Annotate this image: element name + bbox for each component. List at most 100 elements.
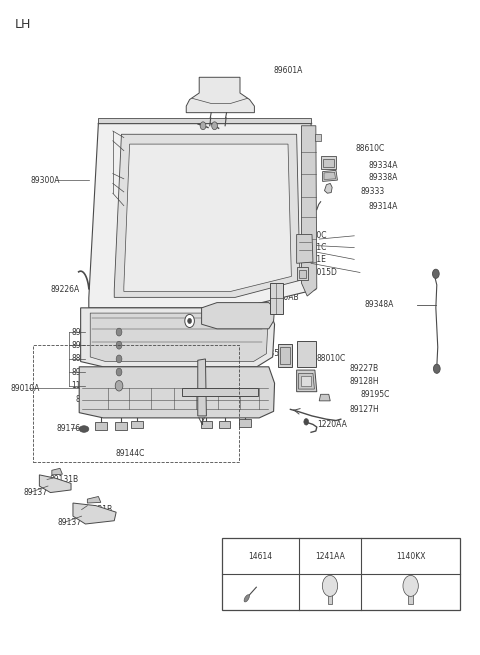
Text: 89227B: 89227B: [349, 364, 379, 373]
Polygon shape: [297, 341, 316, 367]
Polygon shape: [323, 170, 337, 181]
Text: 88610: 88610: [206, 132, 230, 141]
Polygon shape: [239, 419, 251, 427]
Polygon shape: [278, 344, 292, 367]
Text: 1125KH: 1125KH: [71, 381, 101, 390]
Polygon shape: [324, 172, 336, 179]
Text: 89176: 89176: [57, 424, 81, 433]
Circle shape: [115, 381, 123, 391]
Circle shape: [185, 314, 194, 328]
Polygon shape: [301, 376, 311, 386]
Text: 89145D: 89145D: [126, 133, 156, 142]
Polygon shape: [52, 468, 62, 475]
Polygon shape: [131, 421, 143, 428]
Polygon shape: [299, 373, 314, 389]
Circle shape: [116, 368, 122, 376]
Text: 89128H: 89128H: [349, 377, 379, 386]
Polygon shape: [186, 77, 254, 113]
Polygon shape: [73, 503, 116, 524]
Polygon shape: [98, 118, 311, 123]
Text: LH: LH: [14, 18, 31, 31]
Circle shape: [304, 419, 309, 425]
Text: 89110E: 89110E: [71, 367, 100, 377]
Text: 89340C: 89340C: [126, 201, 156, 210]
Circle shape: [116, 328, 122, 336]
Ellipse shape: [244, 595, 250, 602]
Text: 89301C: 89301C: [126, 174, 156, 183]
Polygon shape: [198, 359, 206, 416]
Text: 89348A: 89348A: [365, 300, 394, 309]
Circle shape: [116, 341, 122, 349]
Text: 89144C: 89144C: [115, 449, 144, 458]
Circle shape: [188, 318, 192, 324]
Polygon shape: [79, 367, 275, 418]
Text: 89131B: 89131B: [84, 505, 113, 514]
Circle shape: [433, 364, 440, 373]
Text: 89137: 89137: [58, 518, 82, 527]
Polygon shape: [280, 347, 290, 364]
Polygon shape: [219, 421, 230, 428]
Polygon shape: [114, 134, 300, 297]
Text: 89300A: 89300A: [30, 176, 60, 185]
Text: 89370B: 89370B: [126, 187, 156, 196]
Polygon shape: [90, 313, 268, 362]
Text: 89338A: 89338A: [369, 173, 398, 182]
Polygon shape: [323, 159, 334, 167]
Polygon shape: [327, 595, 332, 604]
Polygon shape: [270, 283, 283, 314]
Polygon shape: [81, 308, 275, 367]
Circle shape: [212, 122, 217, 130]
Polygon shape: [297, 370, 317, 392]
Text: 89138B: 89138B: [75, 395, 105, 404]
Polygon shape: [124, 144, 291, 291]
Polygon shape: [297, 267, 308, 280]
Polygon shape: [301, 126, 317, 296]
Text: 14614: 14614: [248, 552, 272, 561]
Text: 89150C: 89150C: [71, 341, 100, 350]
Text: 89610C: 89610C: [205, 370, 235, 379]
Polygon shape: [324, 183, 332, 193]
Polygon shape: [297, 234, 313, 263]
Polygon shape: [202, 303, 275, 329]
Text: 89138B: 89138B: [106, 409, 135, 419]
Circle shape: [432, 269, 439, 278]
Text: 88015D: 88015D: [307, 268, 337, 277]
Polygon shape: [115, 422, 127, 430]
Text: 88610C: 88610C: [355, 144, 384, 153]
Text: 89334A: 89334A: [369, 160, 398, 170]
Polygon shape: [315, 134, 321, 141]
Polygon shape: [39, 475, 71, 493]
Circle shape: [403, 576, 418, 596]
Text: 1220AA: 1220AA: [317, 420, 347, 429]
Polygon shape: [89, 123, 316, 308]
Text: 89170A: 89170A: [71, 328, 100, 337]
Text: 89135H: 89135H: [255, 349, 285, 358]
Polygon shape: [319, 394, 330, 401]
Text: 89127H: 89127H: [349, 405, 379, 414]
Text: 89601A: 89601A: [274, 66, 303, 75]
Text: 89314A: 89314A: [369, 202, 398, 211]
Text: 89010A: 89010A: [11, 384, 40, 393]
Text: 89137: 89137: [23, 488, 47, 497]
Text: 88010C: 88010C: [317, 354, 346, 364]
Text: 89350: 89350: [126, 146, 151, 155]
Polygon shape: [222, 538, 460, 610]
Polygon shape: [95, 422, 107, 430]
Polygon shape: [87, 496, 101, 503]
Text: 89301C: 89301C: [298, 243, 327, 252]
Text: 89333: 89333: [361, 187, 385, 196]
Text: 89126: 89126: [207, 387, 231, 396]
Text: 89340C: 89340C: [298, 231, 327, 240]
Text: 1140KX: 1140KX: [396, 552, 425, 561]
Polygon shape: [182, 388, 258, 396]
Polygon shape: [408, 595, 413, 604]
Text: 1241AA: 1241AA: [315, 552, 345, 561]
Text: 89226A: 89226A: [50, 285, 80, 294]
Text: 89301E: 89301E: [298, 255, 326, 264]
Circle shape: [200, 122, 206, 130]
Circle shape: [116, 355, 122, 363]
Text: 1140AB: 1140AB: [269, 293, 299, 302]
Text: 89195C: 89195C: [361, 390, 390, 400]
Polygon shape: [321, 156, 336, 169]
Polygon shape: [299, 270, 306, 278]
